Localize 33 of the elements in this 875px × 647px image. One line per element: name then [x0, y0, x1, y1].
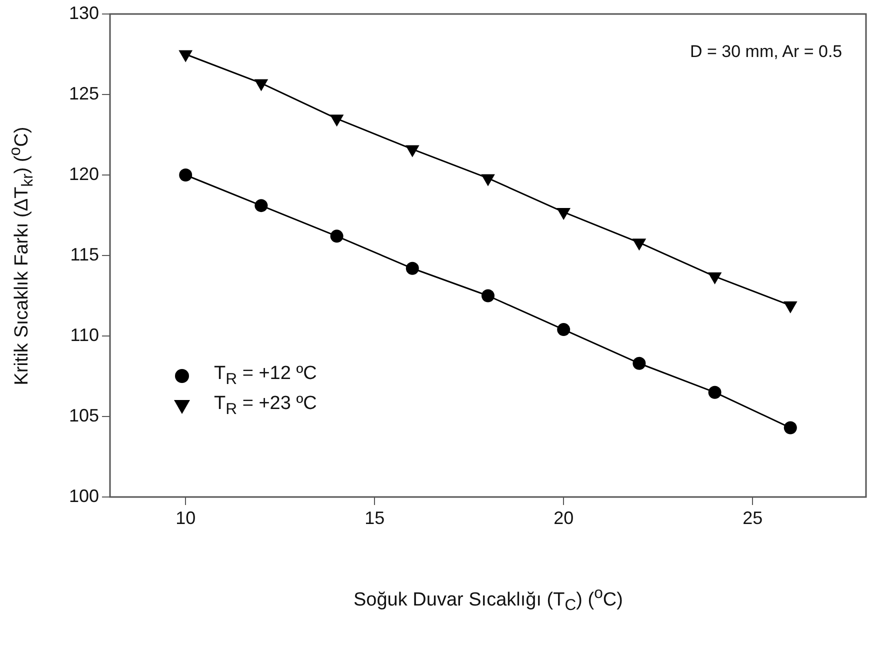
- legend-label: T$_{R}$ = +12 ºC: [214, 362, 317, 389]
- y-tick-label: 100: [68, 486, 99, 506]
- x-axis-title: Soğuk Duvar Sıcaklığı (T$_{C}$) ($^{o}$C): [354, 585, 623, 616]
- point: [556, 208, 571, 220]
- point: [557, 323, 570, 336]
- x-tick-label: 25: [742, 508, 763, 528]
- y-tick-label: 130: [68, 2, 99, 23]
- point: [708, 272, 722, 284]
- y-tick-label: 115: [70, 244, 99, 264]
- point: [783, 301, 798, 314]
- point: [632, 238, 646, 251]
- point: [708, 386, 722, 399]
- point: [330, 230, 344, 243]
- point: [254, 79, 268, 92]
- point: [178, 50, 193, 62]
- y-tick-label: 110: [70, 324, 99, 345]
- point: [406, 262, 419, 275]
- x-tick-label: 15: [364, 508, 385, 528]
- y-tick-label: 105: [68, 405, 99, 426]
- point: [254, 199, 268, 212]
- point: [482, 289, 494, 302]
- x-tick-label: 20: [554, 508, 574, 528]
- legend-label: T$_{R}$ = +23 ºC: [214, 392, 317, 419]
- point: [330, 114, 344, 127]
- point: [784, 421, 797, 434]
- annotation: D = 30 mm, Ar = 0.5: [690, 42, 842, 62]
- y-tick-label: 120: [68, 164, 99, 184]
- y-tick-label: 125: [68, 83, 99, 104]
- point: [179, 168, 192, 182]
- point: [481, 174, 495, 186]
- x-tick-label: 10: [176, 508, 196, 528]
- point: [405, 145, 420, 158]
- point: [632, 356, 646, 370]
